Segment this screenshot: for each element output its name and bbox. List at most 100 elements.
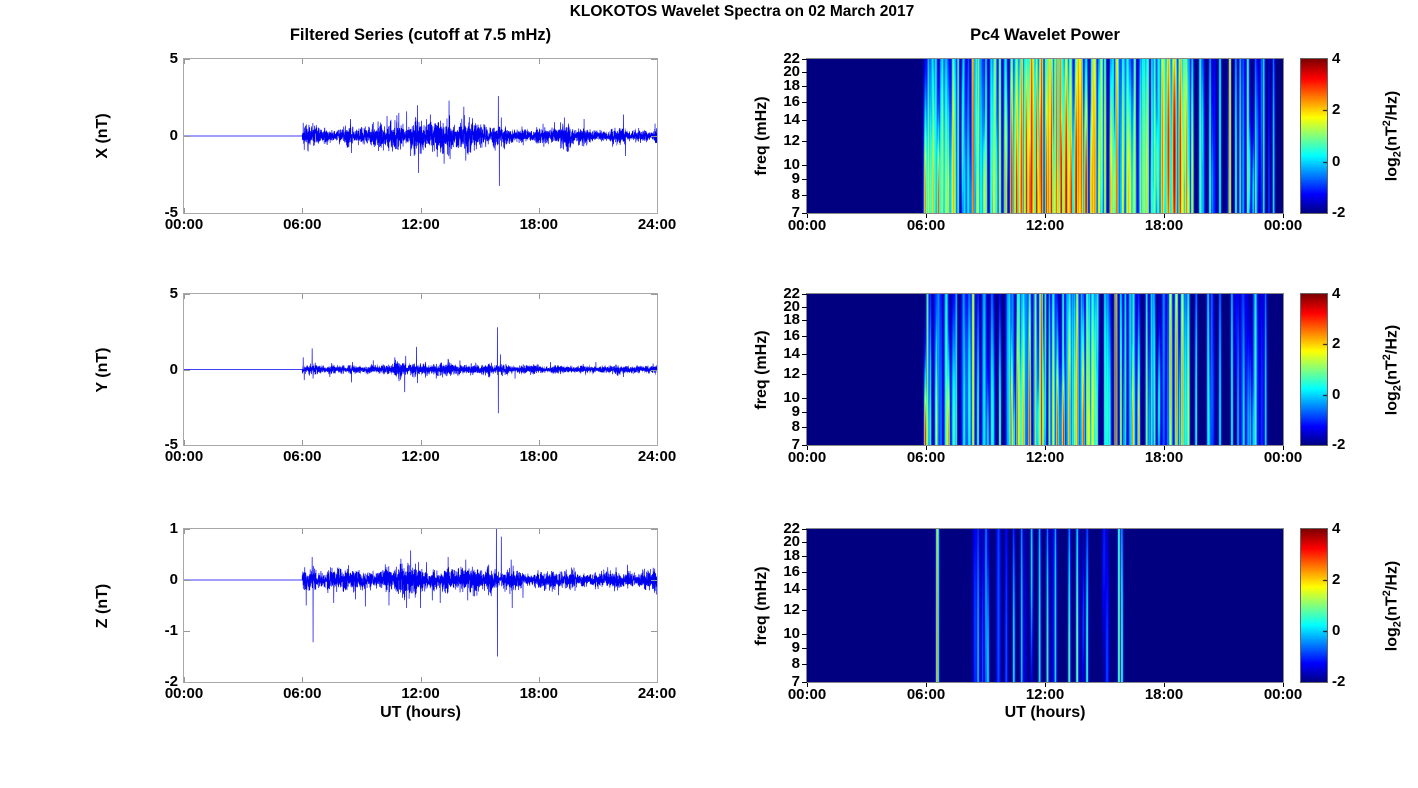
time-tick-label: 00:00 <box>164 685 204 702</box>
axis-tick-mark <box>807 683 808 687</box>
cb-label-mid: (nT <box>1383 359 1401 385</box>
time-tick-label: 12:00 <box>1025 449 1065 466</box>
cb-label-post: /Hz) <box>1383 90 1401 121</box>
axis-tick-mark <box>802 320 807 321</box>
axis-tick-mark <box>1045 683 1046 687</box>
time-tick-label: 00:00 <box>787 449 827 466</box>
cb-label-post: /Hz) <box>1383 324 1401 354</box>
freq-tick-label: 20 <box>783 532 800 550</box>
axis-tick-mark <box>802 141 807 142</box>
freq-tick-label: 16 <box>783 562 800 580</box>
freq-tick-label: 9 <box>791 402 800 420</box>
colorbar-label-1: log2(nT2/Hz) <box>1377 56 1404 216</box>
time-tick-label: 18:00 <box>1144 217 1184 234</box>
y-tick-label: 0 <box>169 571 178 588</box>
y-tick-label: 5 <box>169 285 178 302</box>
axis-tick-mark <box>802 294 807 295</box>
x-timeseries-canvas <box>184 59 657 213</box>
time-tick-label: 24:00 <box>637 216 677 233</box>
right-column-title: Pc4 Wavelet Power <box>970 26 1120 44</box>
cb-label-mid: (nT <box>1383 126 1401 152</box>
cb-label-pre: log <box>1383 626 1401 651</box>
freq-tick-label: 8 <box>791 418 800 436</box>
time-tick-label: 06:00 <box>283 685 322 702</box>
panel-z-wavelet-power <box>806 528 1284 683</box>
axis-tick-mark <box>802 179 807 180</box>
axis-tick-mark <box>802 195 807 196</box>
time-tick-label: 06:00 <box>283 216 322 233</box>
axis-tick-mark <box>802 165 807 166</box>
cb-label-sup: 2 <box>1381 353 1393 360</box>
axis-tick-mark <box>1164 683 1165 687</box>
colorbar-1 <box>1300 58 1328 214</box>
axis-tick-mark <box>926 446 927 450</box>
time-tick-label: 18:00 <box>519 216 558 233</box>
time-tick-label: 18:00 <box>1144 449 1184 466</box>
axis-tick-mark <box>802 572 807 573</box>
cb-label-sub: 2 <box>1391 151 1404 158</box>
cb-label-sup: 2 <box>1381 120 1393 127</box>
freq-tick-label: 7 <box>791 673 800 690</box>
axis-tick-mark <box>1283 214 1284 218</box>
axis-tick-mark <box>802 610 807 611</box>
freq-tick-label: 20 <box>783 297 800 315</box>
axis-tick-mark <box>802 72 807 73</box>
panel-y-timeseries <box>183 293 658 446</box>
axis-tick-mark <box>1283 446 1284 450</box>
freq-tick-label: 10 <box>783 156 800 174</box>
freq-tick-label: 14 <box>783 110 800 128</box>
cb-label-sub: 2 <box>1391 384 1404 391</box>
freq-tick-label: 12 <box>783 600 800 618</box>
y-tick-label: 1 <box>169 520 178 537</box>
freq-tick-label: 22 <box>783 520 800 537</box>
cb-label-sup: 2 <box>1381 589 1393 596</box>
colorbar-tick-label: 2 <box>1332 335 1341 353</box>
freq-tick-label: 18 <box>783 546 800 564</box>
axis-tick-mark <box>802 374 807 375</box>
axis-tick-mark <box>802 682 807 683</box>
freq-tick-label: 12 <box>783 131 800 149</box>
axis-tick-mark <box>802 213 807 214</box>
time-tick-label: 12:00 <box>401 685 440 702</box>
freq-tick-label: 18 <box>783 76 800 94</box>
time-tick-label: 12:00 <box>401 216 440 233</box>
axis-tick-mark <box>802 542 807 543</box>
freq-tick-label: 7 <box>791 204 800 221</box>
z-timeseries-canvas <box>184 529 657 682</box>
axis-tick-mark <box>802 648 807 649</box>
axis-tick-mark <box>802 412 807 413</box>
axis-tick-mark <box>802 307 807 308</box>
z-wavelet-canvas <box>807 529 1283 682</box>
axis-tick-mark <box>807 214 808 218</box>
panel-z-timeseries <box>183 528 658 683</box>
y-timeseries-canvas <box>184 294 657 445</box>
colorbar-tick-label: 2 <box>1332 571 1341 588</box>
y-tick-label: -5 <box>164 204 178 221</box>
colorbar-tick-label: -2 <box>1332 436 1346 453</box>
axis-tick-mark <box>802 556 807 557</box>
ut-hours-label-left: UT (hours) <box>380 704 461 721</box>
time-tick-label: 18:00 <box>519 685 558 702</box>
axis-tick-mark <box>802 398 807 399</box>
freq-tick-label: 12 <box>783 364 800 382</box>
time-tick-label: 00:00 <box>164 448 204 465</box>
axis-tick-mark <box>1045 214 1046 218</box>
panel-y-wavelet-power <box>806 293 1284 446</box>
freq-tick-label: 22 <box>783 50 800 67</box>
axis-tick-mark <box>802 120 807 121</box>
colorbar-tick-label: -2 <box>1332 673 1346 690</box>
time-tick-label: 06:00 <box>906 217 946 234</box>
time-tick-label: 00:00 <box>787 686 827 703</box>
freq-tick-label: 18 <box>783 311 800 329</box>
axis-tick-mark <box>802 86 807 87</box>
freq-tick-label: 14 <box>783 580 800 598</box>
axis-tick-mark <box>802 664 807 665</box>
colorbar-2-canvas <box>1301 294 1327 445</box>
axis-tick-mark <box>1283 683 1284 687</box>
freq-tick-label: 10 <box>783 388 800 406</box>
freq-tick-label: 8 <box>791 186 800 204</box>
time-tick-label: 12:00 <box>1025 217 1065 234</box>
freq-tick-label: 10 <box>783 625 800 643</box>
y-tick-label: 5 <box>169 50 178 67</box>
